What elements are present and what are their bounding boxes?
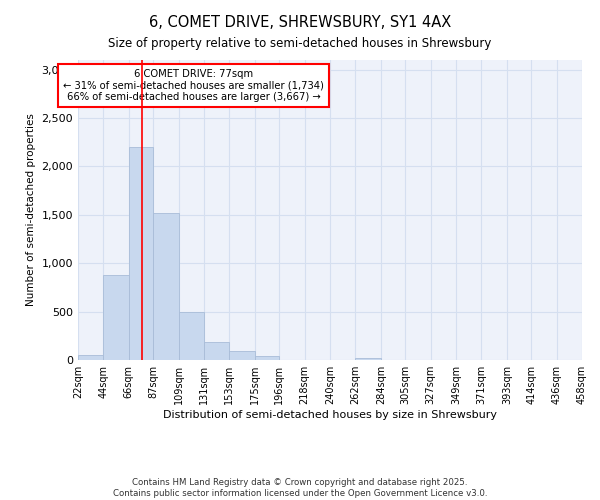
Bar <box>78 355 103 360</box>
Text: 6 COMET DRIVE: 77sqm
← 31% of semi-detached houses are smaller (1,734)
66% of se: 6 COMET DRIVE: 77sqm ← 31% of semi-detac… <box>64 69 325 102</box>
Y-axis label: Number of semi-detached properties: Number of semi-detached properties <box>26 114 36 306</box>
Text: Contains HM Land Registry data © Crown copyright and database right 2025.
Contai: Contains HM Land Registry data © Crown c… <box>113 478 487 498</box>
Bar <box>229 352 255 360</box>
Bar <box>129 147 153 360</box>
Bar <box>179 312 204 360</box>
Bar <box>204 342 229 360</box>
Text: 6, COMET DRIVE, SHREWSBURY, SY1 4AX: 6, COMET DRIVE, SHREWSBURY, SY1 4AX <box>149 15 451 30</box>
X-axis label: Distribution of semi-detached houses by size in Shrewsbury: Distribution of semi-detached houses by … <box>163 410 497 420</box>
Bar <box>255 356 279 360</box>
Text: Size of property relative to semi-detached houses in Shrewsbury: Size of property relative to semi-detach… <box>109 38 491 51</box>
Bar <box>355 358 381 360</box>
Bar <box>153 213 179 360</box>
Bar <box>103 275 129 360</box>
